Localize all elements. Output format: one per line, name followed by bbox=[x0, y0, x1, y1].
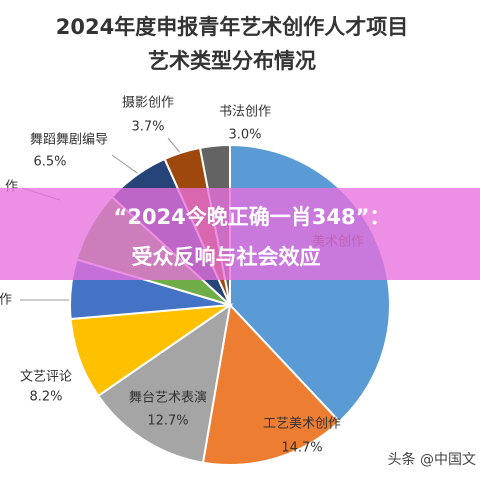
chart-title: 2024年度申报青年艺术创作人才项目 bbox=[56, 15, 408, 39]
slice-label: 摄影创作 bbox=[122, 96, 174, 111]
leader-line bbox=[111, 154, 141, 176]
banner-text: 受众反响与社会效应 bbox=[132, 245, 321, 269]
banner-text: “2024今晚正确一肖348”： bbox=[114, 205, 391, 229]
slice-value-label: 14.7% bbox=[281, 441, 322, 456]
slice-label: 作 bbox=[0, 293, 12, 308]
pie-slice bbox=[96, 302, 232, 464]
slice-label: 舞台艺术表演 bbox=[129, 390, 207, 406]
slice-value-label: 6.5% bbox=[33, 155, 66, 170]
slice-label: 舞蹈舞剧编导 bbox=[30, 133, 108, 148]
pie-slice bbox=[201, 302, 341, 466]
slice-label: 文艺评论 bbox=[20, 370, 72, 385]
slice-value-label: 8.2% bbox=[29, 390, 62, 405]
slice-label: 书法创作 bbox=[219, 105, 271, 120]
slice-value-label: 12.7% bbox=[147, 414, 188, 429]
chart-title: 艺术类型分布情况 bbox=[148, 49, 316, 73]
slice-label: 工艺美术创作 bbox=[263, 417, 341, 432]
slice-value-label: 3.7% bbox=[131, 120, 164, 135]
slice-value-label: 3.0% bbox=[228, 128, 261, 143]
watermark: 头条 @中国文 bbox=[388, 451, 476, 468]
banner bbox=[0, 188, 480, 280]
